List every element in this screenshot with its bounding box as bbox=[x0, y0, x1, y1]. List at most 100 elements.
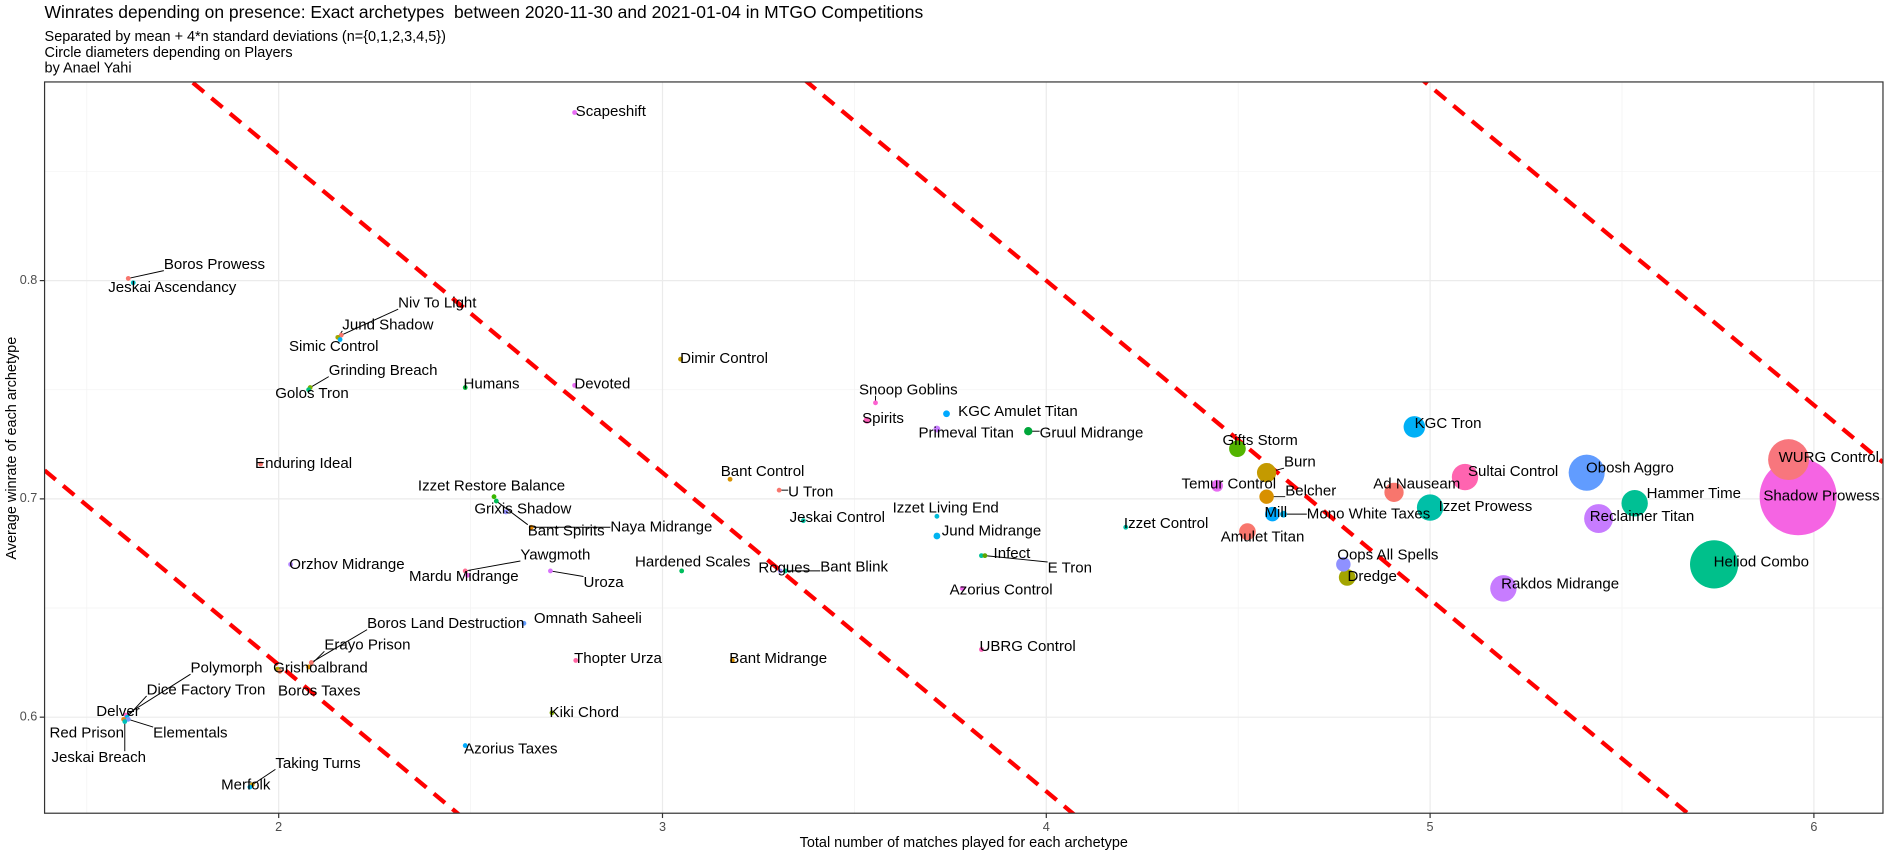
point bbox=[1584, 504, 1614, 533]
point bbox=[125, 276, 131, 281]
point-labels: Scapeshift Boros Prowess Jeskai Ascendancy… bbox=[50, 103, 1880, 793]
point bbox=[493, 498, 499, 504]
x-tick-label: 2 bbox=[275, 820, 282, 834]
label-segment bbox=[125, 673, 191, 716]
point-label: Izzet Restore Balance bbox=[418, 478, 565, 495]
point-label: UBRG Control bbox=[980, 638, 1076, 655]
point bbox=[979, 647, 984, 652]
point bbox=[1024, 427, 1033, 436]
point bbox=[122, 719, 128, 724]
point-label: Mill bbox=[1265, 504, 1288, 521]
point-label: Temur Control bbox=[1182, 475, 1277, 492]
point bbox=[1280, 510, 1287, 518]
point bbox=[729, 658, 735, 663]
x-tick-label: 3 bbox=[659, 820, 666, 834]
point-label: Erayo Prison bbox=[324, 637, 410, 654]
label-segment bbox=[251, 768, 276, 786]
point bbox=[125, 716, 131, 722]
point-label: Jeskai Control bbox=[790, 509, 885, 526]
reference-line bbox=[44, 468, 461, 814]
chart-subtitle: Circle diameters depending on Players bbox=[45, 45, 293, 61]
point-label: Dredge bbox=[1347, 568, 1396, 585]
point-label: Thopter Urza bbox=[574, 650, 662, 667]
x-tick-label: 5 bbox=[1427, 820, 1434, 834]
point-label: Belcher bbox=[1285, 483, 1336, 500]
point-label: Red Prison bbox=[50, 725, 124, 742]
point bbox=[982, 553, 988, 559]
point-label: Hardened Scales bbox=[635, 554, 750, 571]
point bbox=[933, 532, 941, 540]
point-label: Rogues bbox=[758, 560, 810, 577]
point-label: WURG Control bbox=[1779, 449, 1879, 466]
point-label: Azorius Control bbox=[950, 581, 1053, 598]
point-label: Simic Control bbox=[289, 338, 378, 355]
point bbox=[979, 553, 984, 559]
chart-subtitle: by Anael Yahi bbox=[45, 61, 132, 77]
point-label: Azorius Taxes bbox=[464, 740, 557, 757]
point-label: Ad Nauseam bbox=[1373, 475, 1460, 492]
point-label: Enduring Ideal bbox=[255, 455, 352, 472]
point-label: Elementals bbox=[153, 725, 227, 742]
point-label: E Tron bbox=[1048, 560, 1092, 577]
grid bbox=[44, 81, 1883, 814]
point bbox=[959, 585, 965, 591]
point bbox=[308, 660, 314, 666]
point-label: Oops All Spells bbox=[1337, 546, 1438, 563]
point bbox=[933, 425, 941, 433]
point bbox=[679, 568, 685, 574]
point-label: Snoop Goblins bbox=[859, 381, 958, 398]
point bbox=[1403, 416, 1426, 438]
point bbox=[1768, 439, 1810, 481]
point bbox=[1256, 463, 1277, 483]
point bbox=[1451, 463, 1479, 491]
point bbox=[1239, 523, 1256, 540]
point-label: Yawgmoth bbox=[520, 546, 590, 563]
point bbox=[800, 518, 806, 524]
point bbox=[1265, 506, 1280, 522]
point-label: Jund Shadow bbox=[342, 316, 433, 333]
point-label: Izzet Prowess bbox=[1439, 498, 1533, 515]
point bbox=[258, 461, 264, 467]
label-segment bbox=[311, 629, 368, 664]
point bbox=[776, 487, 782, 493]
point bbox=[1621, 490, 1648, 517]
point-label: Uroza bbox=[583, 574, 624, 591]
point-label: Mardu Midrange bbox=[409, 568, 519, 585]
point bbox=[1490, 575, 1517, 602]
point bbox=[503, 509, 509, 515]
y-axis-label: Average winrate of each archetype bbox=[4, 337, 20, 560]
point-label: Jeskai Breach bbox=[52, 749, 147, 766]
point-label: Polymorph bbox=[191, 660, 263, 677]
point bbox=[1211, 479, 1223, 492]
points bbox=[121, 110, 1837, 790]
point-label: Boros Land Destruction bbox=[367, 615, 524, 632]
point bbox=[1229, 440, 1246, 458]
point-label: Sultai Control bbox=[1468, 463, 1558, 480]
point bbox=[1336, 557, 1351, 572]
point-label: Hammer Time bbox=[1647, 485, 1741, 502]
point-label: Scapeshift bbox=[576, 103, 647, 120]
point bbox=[462, 743, 468, 748]
x-axis-label: Total number of matches played for each … bbox=[800, 835, 1128, 851]
point bbox=[548, 568, 553, 574]
point-label: Heliod Combo bbox=[1714, 554, 1809, 571]
point-label: Orzhov Midrange bbox=[289, 556, 404, 573]
chart-title: Winrates depending on presence: Exact ar… bbox=[45, 2, 924, 22]
chart-subtitle: Separated by mean + 4*n standard deviati… bbox=[45, 29, 446, 45]
point-label: Delver bbox=[96, 703, 139, 720]
point bbox=[572, 110, 578, 115]
y-tick-label: 0.7 bbox=[20, 491, 38, 505]
point bbox=[1416, 494, 1444, 521]
point bbox=[130, 280, 136, 286]
point-label: Mono White Taxes bbox=[1307, 505, 1431, 522]
point-label: Reclaimer Titan bbox=[1590, 508, 1695, 525]
point bbox=[1568, 454, 1605, 491]
point bbox=[521, 620, 527, 626]
point bbox=[1384, 482, 1404, 502]
point-label: Merfolk bbox=[221, 776, 271, 793]
point bbox=[1690, 540, 1739, 589]
point-label: Omnath Saheeli bbox=[534, 610, 642, 627]
point-label: Gifts Storm bbox=[1223, 432, 1298, 449]
point-label: Naya Midrange bbox=[610, 519, 712, 536]
point bbox=[943, 410, 950, 418]
